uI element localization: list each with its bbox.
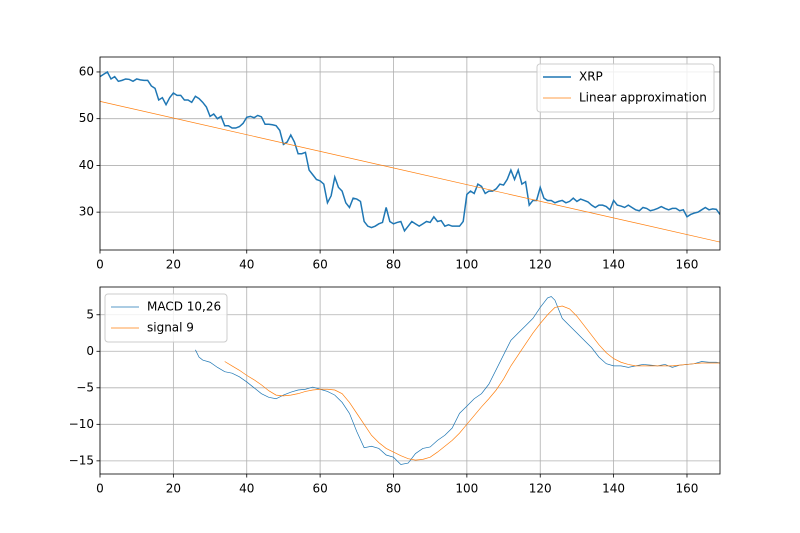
y-tick-label: −5: [76, 380, 94, 394]
axes-frame: [99, 56, 721, 251]
legend: XRP Linear approximation: [536, 63, 715, 113]
x-tick-label: 40: [239, 258, 254, 272]
x-tick-label: 120: [529, 482, 552, 496]
x-tick-label: 100: [455, 482, 478, 496]
x-tick-label: 0: [96, 258, 104, 272]
y-tick-label: 50: [79, 111, 94, 125]
x-tick-label: 100: [455, 258, 478, 272]
x-tick-label: 80: [386, 258, 401, 272]
y-tick-label: 5: [86, 307, 94, 321]
y-tick-label: 30: [79, 205, 94, 219]
legend-label: MACD 10,26: [147, 300, 221, 314]
legend-label: Linear approximation: [579, 91, 707, 105]
x-tick-label: 20: [166, 258, 181, 272]
series-line: [100, 70, 720, 233]
legend-box: [536, 63, 715, 113]
y-tick-label: 60: [79, 64, 94, 78]
x-tick-label: 40: [239, 482, 254, 496]
legend-label: XRP: [579, 70, 603, 84]
x-tick-label: 0: [96, 482, 104, 496]
x-tick-label: 20: [166, 482, 181, 496]
series-line: [224, 305, 720, 461]
x-tick-label: 120: [529, 258, 552, 272]
series-line: [100, 101, 720, 243]
x-tick-label: 140: [602, 258, 625, 272]
axes: 0 20 40 60 80 100 120 140 160 −15 −10 −5 0 5: [69, 286, 721, 496]
x-tick-label: 80: [386, 482, 401, 496]
y-tick-label: 40: [79, 158, 94, 172]
axes-frame: [99, 286, 721, 475]
x-tick-label: 60: [312, 258, 327, 272]
x-tick-label: 160: [676, 258, 699, 272]
y-tick-label: −10: [69, 417, 94, 431]
x-tick-label: 140: [602, 482, 625, 496]
legend-label: signal 9: [147, 321, 194, 335]
y-tick-label: −15: [69, 453, 94, 467]
x-tick-label: 60: [312, 482, 327, 496]
legend-box: [104, 293, 228, 343]
series-line: [195, 296, 720, 465]
y-tick-label: 0: [86, 344, 94, 358]
legend: MACD 10,26 signal 9: [104, 293, 228, 343]
x-tick-label: 160: [676, 482, 699, 496]
